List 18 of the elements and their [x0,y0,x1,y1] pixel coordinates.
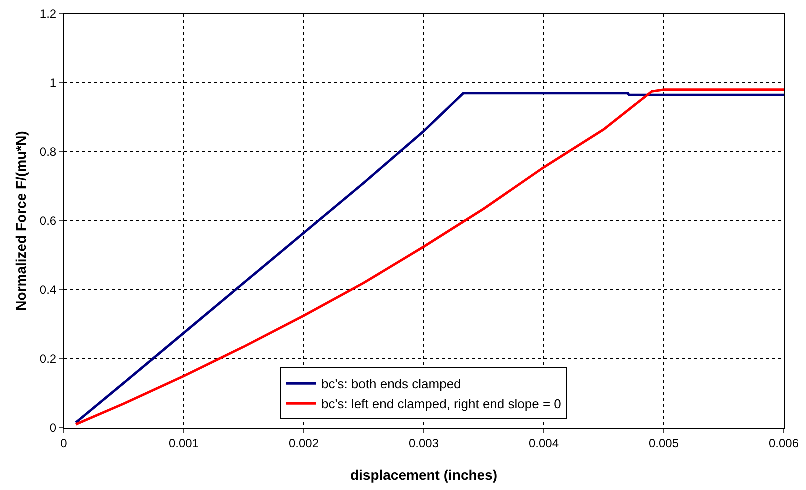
y-tick-label: 1.2 [40,7,57,22]
x-axis-title: displacement (inches) [350,467,498,483]
y-tick-label: 0.8 [40,145,57,160]
y-tick-label: 0 [50,421,57,436]
x-tick-label: 0.003 [408,436,440,450]
y-tick-label: 0.6 [40,214,57,228]
y-tick-label: 1 [50,76,57,90]
y-tick-label: 0.4 [40,283,57,298]
x-tick-label: 0.001 [168,436,200,450]
x-tick-label: 0 [60,436,68,450]
legend-label: bc's: both ends clamped [322,376,462,392]
x-tick-label: 0.002 [288,436,320,450]
y-tick-label: 0.2 [40,352,57,366]
x-tick-label: 0.005 [648,436,680,450]
legend-label: bc's: left end clamped, right end slope = 0 [322,396,562,412]
x-tick-label: 0.004 [528,436,560,450]
x-tick-label: 0.006 [768,436,800,450]
y-axis-title: Normalized Force F/(mu*N) [13,131,29,311]
